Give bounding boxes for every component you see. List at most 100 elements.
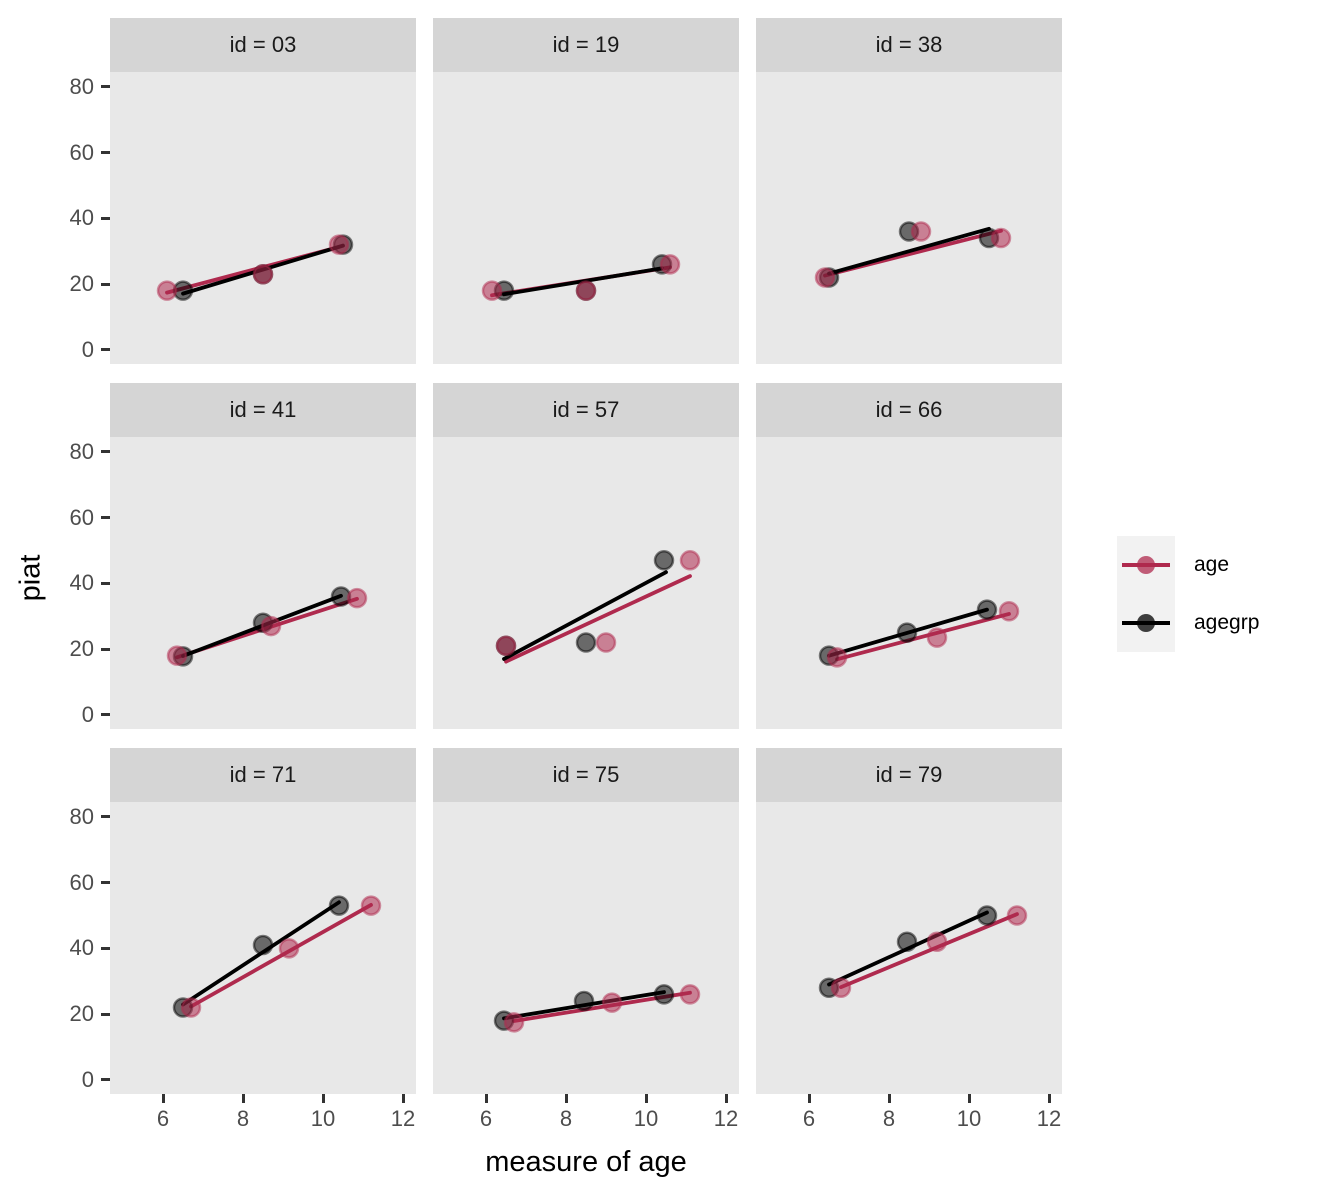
x-tick-mark xyxy=(564,1094,568,1103)
agegrp-point xyxy=(976,905,998,926)
y-tick-mark xyxy=(101,713,110,717)
y-tick-label: 80 xyxy=(69,438,94,464)
x-tick-label: 6 xyxy=(479,1106,493,1131)
y-tick-label: 20 xyxy=(69,271,94,297)
age-point xyxy=(926,627,948,648)
facet-strip-label: id = 75 xyxy=(552,762,620,787)
age-point xyxy=(180,997,202,1018)
facet-panel xyxy=(756,437,1062,729)
y-tick-mark xyxy=(101,282,110,286)
x-tick-label: 10 xyxy=(310,1106,336,1131)
x-tick-label: 10 xyxy=(956,1106,982,1131)
agegrp-fit-line xyxy=(827,226,991,276)
x-tick-label: 8 xyxy=(559,1106,573,1131)
age-point xyxy=(575,280,597,301)
y-tick-mark xyxy=(101,151,110,155)
y-tick-label: 0 xyxy=(81,336,94,362)
facet-panel xyxy=(433,437,739,729)
y-tick-label: 80 xyxy=(69,73,94,99)
age-point xyxy=(260,615,282,637)
legend-entry-agegrp: agegrp xyxy=(1117,594,1259,652)
facet-strip: id = 41 xyxy=(110,383,416,437)
x-tick-mark xyxy=(321,1094,325,1103)
facet-strip: id = 19 xyxy=(433,18,739,72)
facet-panel xyxy=(110,802,416,1094)
age-point xyxy=(360,895,382,916)
legend-label-age: age xyxy=(1194,553,1230,576)
age-point xyxy=(481,280,503,301)
y-tick-label: 40 xyxy=(69,935,94,961)
agegrp-point xyxy=(653,984,675,1005)
y-tick-mark xyxy=(101,450,110,454)
y-tick-label: 60 xyxy=(69,504,94,530)
facet-strip: id = 79 xyxy=(756,748,1062,802)
x-tick-label: 12 xyxy=(713,1106,739,1131)
age-point xyxy=(814,267,836,288)
y-tick-label: 0 xyxy=(81,1066,94,1092)
age-point xyxy=(910,221,932,242)
y-tick-mark xyxy=(101,581,110,585)
age-point xyxy=(601,992,623,1013)
age-fit-line xyxy=(835,612,1011,662)
age-point xyxy=(926,931,948,953)
agegrp-point xyxy=(976,599,998,620)
facet-strip: id = 75 xyxy=(433,748,739,802)
y-tick-label: 0 xyxy=(81,701,94,727)
facet-strip: id = 38 xyxy=(756,18,1062,72)
facet-panel xyxy=(433,72,739,364)
x-tick-mark xyxy=(724,1094,728,1103)
y-tick-label: 60 xyxy=(69,869,94,895)
age-fit-line xyxy=(189,903,373,1009)
y-tick-mark xyxy=(101,216,110,220)
age-point xyxy=(328,234,350,255)
x-tick-mark xyxy=(807,1094,811,1103)
x-tick-label: 12 xyxy=(1036,1106,1062,1131)
x-tick-mark xyxy=(887,1094,891,1103)
y-tick-label: 20 xyxy=(69,1001,94,1027)
facet-strip: id = 71 xyxy=(110,748,416,802)
y-tick-mark xyxy=(101,881,110,885)
x-tick-mark xyxy=(241,1094,245,1103)
y-tick-mark xyxy=(101,647,110,651)
facet-panel xyxy=(756,72,1062,364)
y-tick-label: 80 xyxy=(69,803,94,829)
facet-strip: id = 66 xyxy=(756,383,1062,437)
y-tick-mark xyxy=(101,85,110,89)
x-axis-title: measure of age xyxy=(485,1146,687,1178)
legend-key-age xyxy=(1117,536,1175,594)
agegrp-point xyxy=(896,622,918,643)
agegrp-point xyxy=(575,632,597,653)
agegrp-point xyxy=(573,990,595,1012)
y-axis-title: piat xyxy=(14,554,47,602)
age-point xyxy=(1006,905,1028,926)
age-point xyxy=(990,227,1012,249)
age-point xyxy=(998,601,1020,622)
facet-strip-label: id = 19 xyxy=(552,32,620,57)
facet-strip-label: id = 66 xyxy=(875,397,943,422)
age-point xyxy=(495,635,517,657)
legend-key-agegrp xyxy=(1117,594,1175,652)
agegrp-point xyxy=(896,931,918,953)
facet-strip: id = 57 xyxy=(433,383,739,437)
y-tick-label: 60 xyxy=(69,139,94,165)
age-point xyxy=(503,1012,525,1033)
facet-panel xyxy=(433,802,739,1094)
x-tick-label: 6 xyxy=(156,1106,170,1131)
agegrp-point xyxy=(252,934,274,956)
agegrp-point xyxy=(328,895,350,916)
legend-point-icon xyxy=(1137,556,1155,574)
y-tick-label: 40 xyxy=(69,570,94,596)
facet-strip-label: id = 38 xyxy=(875,32,943,57)
y-tick-mark xyxy=(101,348,110,352)
facet-panel xyxy=(110,437,416,729)
facet-strip-label: id = 41 xyxy=(229,397,297,422)
legend-label-agegrp: agegrp xyxy=(1194,611,1260,634)
age-point xyxy=(830,977,852,999)
facet-strip-label: id = 57 xyxy=(552,397,620,422)
y-tick-mark xyxy=(101,815,110,819)
facet-panel xyxy=(110,72,416,364)
y-tick-label: 40 xyxy=(69,205,94,231)
x-tick-mark xyxy=(484,1094,488,1103)
x-tick-label: 8 xyxy=(236,1106,250,1131)
age-point xyxy=(679,550,701,571)
